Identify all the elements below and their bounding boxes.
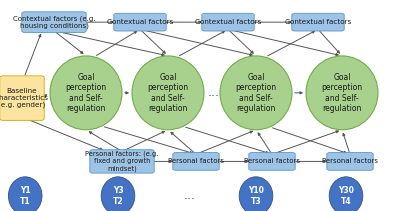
FancyBboxPatch shape: [249, 153, 295, 170]
Text: Contextual factors: Contextual factors: [285, 19, 351, 25]
Text: Contextual factors (e.g.
housing conditions): Contextual factors (e.g. housing conditi…: [13, 15, 95, 29]
Text: Goal
perception
and Self-
regulation: Goal perception and Self- regulation: [66, 73, 106, 113]
Text: Goal
perception
and Self-
regulation: Goal perception and Self- regulation: [322, 73, 362, 113]
Text: Personal factors: Personal factors: [168, 158, 224, 164]
Text: Contextual factors: Contextual factors: [195, 19, 261, 25]
Text: ...: ...: [208, 86, 220, 99]
Ellipse shape: [306, 56, 378, 130]
Text: Goal
perception
and Self-
regulation: Goal perception and Self- regulation: [236, 73, 276, 113]
FancyBboxPatch shape: [327, 153, 373, 170]
Ellipse shape: [8, 177, 42, 211]
FancyBboxPatch shape: [90, 150, 154, 173]
Text: Y30
T4: Y30 T4: [338, 186, 354, 206]
Text: Personal factors: Personal factors: [322, 158, 378, 164]
Text: Goal
perception
and Self-
regulation: Goal perception and Self- regulation: [148, 73, 188, 113]
FancyBboxPatch shape: [202, 13, 254, 31]
FancyBboxPatch shape: [0, 76, 44, 120]
Text: Baseline
characteristics
(e.g. gender): Baseline characteristics (e.g. gender): [0, 88, 48, 108]
Ellipse shape: [101, 177, 135, 211]
FancyBboxPatch shape: [22, 12, 86, 32]
Ellipse shape: [239, 177, 273, 211]
Ellipse shape: [50, 56, 122, 130]
Ellipse shape: [132, 56, 204, 130]
Text: Personal factors: Personal factors: [244, 158, 300, 164]
Text: Y10
T3: Y10 T3: [248, 186, 264, 206]
Text: ...: ...: [184, 189, 196, 202]
Text: Personal factors: (e.g.
fixed and growth
mindset): Personal factors: (e.g. fixed and growth…: [85, 151, 159, 172]
Text: Y1
T1: Y1 T1: [20, 186, 30, 206]
Text: Contextual factors: Contextual factors: [107, 19, 173, 25]
FancyBboxPatch shape: [292, 13, 344, 31]
Text: Y3
T2: Y3 T2: [113, 186, 123, 206]
Ellipse shape: [329, 177, 363, 211]
FancyBboxPatch shape: [114, 13, 166, 31]
Ellipse shape: [220, 56, 292, 130]
FancyBboxPatch shape: [173, 153, 219, 170]
